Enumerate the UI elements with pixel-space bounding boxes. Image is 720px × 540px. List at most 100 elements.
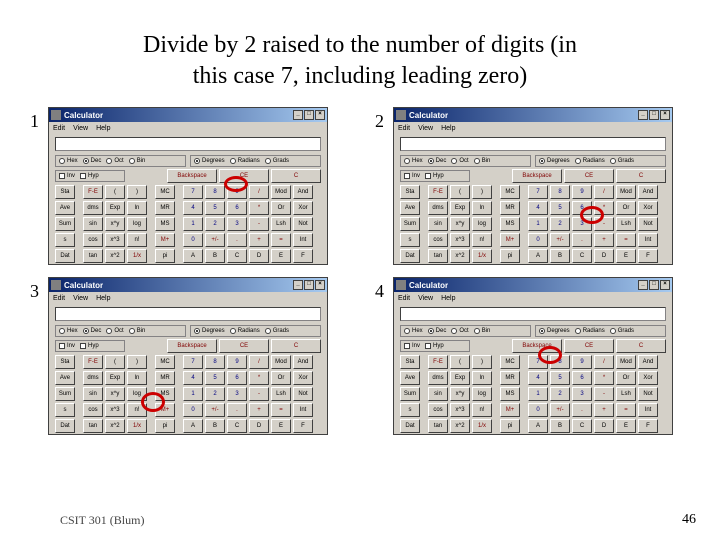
checkbox-option[interactable]: Hyp xyxy=(425,173,444,179)
calc-button[interactable]: Exp xyxy=(450,371,470,385)
calc-button[interactable]: x^3 xyxy=(450,403,470,417)
clear-button[interactable]: CE xyxy=(219,339,269,353)
menu-item[interactable]: Edit xyxy=(53,125,65,132)
calc-button[interactable]: F-E xyxy=(428,185,448,199)
calc-button[interactable]: Int xyxy=(638,233,658,247)
calc-button[interactable]: And xyxy=(293,355,313,369)
calc-button[interactable]: 2 xyxy=(550,387,570,401)
radio-option[interactable]: Dec xyxy=(428,328,447,334)
calc-button[interactable]: ) xyxy=(472,185,492,199)
clear-button[interactable]: CE xyxy=(564,169,614,183)
calc-button[interactable]: Int xyxy=(638,403,658,417)
radio-option[interactable]: Hex xyxy=(59,328,78,334)
calc-button[interactable]: Sum xyxy=(400,387,420,401)
close-icon[interactable]: × xyxy=(315,280,325,290)
calc-button[interactable]: = xyxy=(616,403,636,417)
calc-button[interactable]: F-E xyxy=(83,185,103,199)
calc-button[interactable]: dms xyxy=(83,371,103,385)
calc-button[interactable]: Sum xyxy=(400,217,420,231)
menu-item[interactable]: Help xyxy=(441,295,455,302)
radio-option[interactable]: Radians xyxy=(575,328,605,334)
calc-button[interactable]: M+ xyxy=(500,233,520,247)
calc-button[interactable]: cos xyxy=(428,233,448,247)
calc-button[interactable]: F-E xyxy=(428,355,448,369)
calc-button[interactable]: Lsh xyxy=(616,387,636,401)
menu-item[interactable]: Help xyxy=(441,125,455,132)
calc-button[interactable]: 9 xyxy=(227,355,247,369)
calc-button[interactable]: ) xyxy=(127,185,147,199)
calc-button[interactable]: 2 xyxy=(550,217,570,231)
calc-button[interactable]: M+ xyxy=(155,403,175,417)
calc-button[interactable]: 5 xyxy=(205,201,225,215)
calc-button[interactable]: Not xyxy=(293,387,313,401)
calc-button[interactable]: E xyxy=(616,249,636,263)
calc-button[interactable]: MR xyxy=(155,201,175,215)
calc-button[interactable]: 7 xyxy=(183,355,203,369)
calc-button[interactable]: +/- xyxy=(205,233,225,247)
calc-button[interactable]: Int xyxy=(293,233,313,247)
calc-button[interactable]: s xyxy=(400,403,420,417)
calc-button[interactable]: / xyxy=(249,185,269,199)
calc-button[interactable]: C xyxy=(572,249,592,263)
calc-button[interactable]: Sta xyxy=(400,355,420,369)
calc-button[interactable]: log xyxy=(472,387,492,401)
checkbox-option[interactable]: Inv xyxy=(59,343,75,349)
calc-button[interactable]: Ave xyxy=(400,371,420,385)
calc-button[interactable]: Lsh xyxy=(271,217,291,231)
calc-button[interactable]: Int xyxy=(293,403,313,417)
calc-button[interactable]: n! xyxy=(127,233,147,247)
calc-button[interactable]: tan xyxy=(83,249,103,263)
calc-button[interactable]: s xyxy=(55,403,75,417)
close-icon[interactable]: × xyxy=(660,110,670,120)
close-icon[interactable]: × xyxy=(315,110,325,120)
calc-button[interactable]: log xyxy=(472,217,492,231)
clear-button[interactable]: Backspace xyxy=(167,339,217,353)
calc-button[interactable]: 1 xyxy=(528,387,548,401)
calc-button[interactable]: Lsh xyxy=(616,217,636,231)
calc-button[interactable]: 3 xyxy=(572,217,592,231)
calc-button[interactable]: 8 xyxy=(550,355,570,369)
calc-button[interactable]: x^y xyxy=(105,387,125,401)
radio-option[interactable]: Bin xyxy=(129,328,146,334)
calc-button[interactable]: M+ xyxy=(500,403,520,417)
calc-button[interactable]: + xyxy=(594,233,614,247)
calc-button[interactable]: 1/x xyxy=(472,419,492,433)
calc-button[interactable]: Not xyxy=(293,217,313,231)
calc-button[interactable]: Xor xyxy=(293,371,313,385)
calc-button[interactable]: 3 xyxy=(227,387,247,401)
calc-button[interactable]: + xyxy=(249,403,269,417)
calc-button[interactable]: A xyxy=(528,419,548,433)
calc-button[interactable]: E xyxy=(616,419,636,433)
calc-button[interactable]: 7 xyxy=(528,185,548,199)
calc-button[interactable]: B xyxy=(550,419,570,433)
maximize-icon[interactable]: □ xyxy=(649,280,659,290)
clear-button[interactable]: C xyxy=(271,169,321,183)
calc-button[interactable]: B xyxy=(550,249,570,263)
calc-button[interactable]: +/- xyxy=(205,403,225,417)
menu-item[interactable]: Edit xyxy=(398,295,410,302)
calc-button[interactable]: 4 xyxy=(528,371,548,385)
calc-button[interactable]: sin xyxy=(428,387,448,401)
calc-button[interactable]: A xyxy=(183,249,203,263)
calc-button[interactable]: B xyxy=(205,419,225,433)
calc-button[interactable]: Mod xyxy=(616,185,636,199)
calc-button[interactable]: 1/x xyxy=(127,419,147,433)
checkbox-option[interactable]: Hyp xyxy=(80,173,99,179)
calc-button[interactable]: MS xyxy=(155,217,175,231)
calc-button[interactable]: Lsh xyxy=(271,387,291,401)
calc-button[interactable]: MR xyxy=(500,371,520,385)
calc-button[interactable]: Mod xyxy=(271,185,291,199)
calc-button[interactable]: ( xyxy=(450,185,470,199)
radio-option[interactable]: Oct xyxy=(106,328,123,334)
radio-option[interactable]: Bin xyxy=(474,328,491,334)
checkbox-option[interactable]: Inv xyxy=(404,343,420,349)
calc-button[interactable]: MR xyxy=(155,371,175,385)
calc-button[interactable]: And xyxy=(638,185,658,199)
calc-button[interactable]: x^3 xyxy=(105,403,125,417)
calc-button[interactable]: 6 xyxy=(227,201,247,215)
calc-button[interactable]: 1/x xyxy=(472,249,492,263)
calc-button[interactable]: 4 xyxy=(183,371,203,385)
calc-button[interactable]: x^2 xyxy=(450,249,470,263)
calc-button[interactable]: ln xyxy=(127,371,147,385)
calc-button[interactable]: x^3 xyxy=(450,233,470,247)
